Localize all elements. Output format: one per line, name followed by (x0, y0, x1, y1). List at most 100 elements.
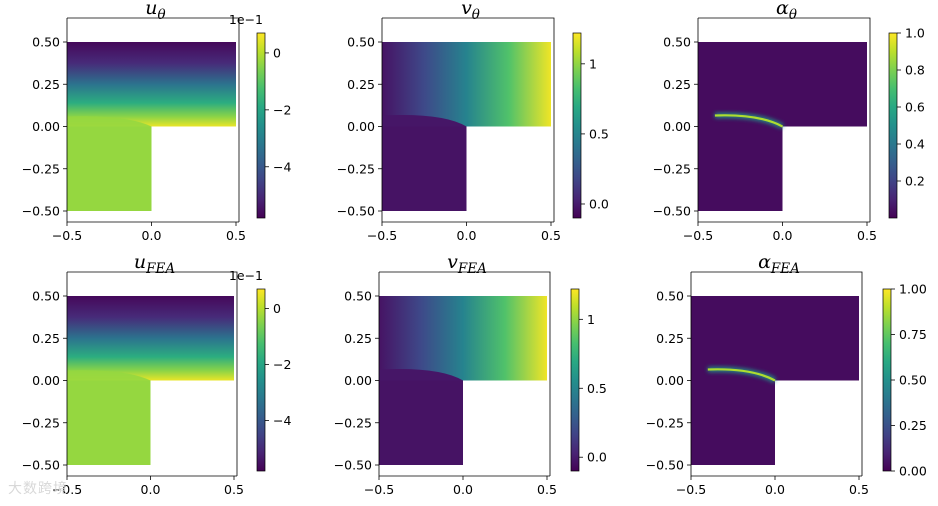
x-tick-label: −0.5 (52, 482, 82, 497)
subplot-1: 0.50 0.25 0.00 −0.25 −0.50 −0.5 0.0 0.5 uθ 0 −2 −4 1… (22, 0, 292, 243)
colorbar-tick-label: 0.8 (905, 63, 925, 78)
y-tick-label: −0.50 (337, 204, 375, 219)
x-tick-label: −0.5 (683, 228, 713, 243)
title-main: v (461, 0, 472, 19)
crack-zone (67, 370, 151, 381)
colorbar: 0 −2 −4 1e−1 (229, 268, 291, 472)
x-tick-label: 0.0 (142, 228, 162, 243)
field-domain (382, 42, 551, 211)
y-tick-label: 0.25 (32, 77, 60, 92)
y-tick-label: −0.25 (653, 161, 691, 176)
subplot-2: 0.50 0.25 0.00 −0.25 −0.50 −0.5 0.0 0.5 vθ 1 0.5 0.… (337, 0, 609, 243)
field-lower-region (691, 380, 775, 465)
y-tick-label: 0.00 (663, 119, 691, 134)
field-lower-region (379, 380, 463, 465)
y-tick-label: 0.50 (344, 289, 372, 304)
colorbar-tick-label: 0 (273, 45, 281, 60)
colorbar-gradient (572, 32, 582, 219)
colorbar-tick-label: 0.0 (587, 450, 607, 465)
x-tick-label: −0.5 (364, 482, 394, 497)
x-tick-label: 0.5 (224, 482, 244, 497)
x-tick-label: −0.5 (367, 228, 397, 243)
x-tick-label: −0.5 (52, 228, 82, 243)
field-lower-region (382, 126, 467, 211)
y-tick-label: 0.50 (347, 35, 375, 50)
y-tick-label: 0.00 (32, 373, 60, 388)
colorbar-offset-label: 1e−1 (229, 12, 263, 27)
y-tick-label: 0.00 (656, 373, 684, 388)
colorbar: 1.00 0.75 0.50 0.25 0.00 (882, 282, 927, 479)
colorbar-gradient (570, 288, 580, 472)
field-domain (67, 42, 236, 211)
subplot-title: vθ (461, 0, 480, 23)
field-domain (67, 296, 234, 465)
x-tick-label: 0.5 (849, 482, 869, 497)
field-upper-region (67, 42, 236, 127)
field-domain (379, 296, 547, 465)
colorbar-tick-label: 0.6 (905, 100, 925, 115)
title-subscript: FEA (145, 261, 175, 277)
y-tick-label: 0.25 (347, 77, 375, 92)
subplot-6: 0.50 0.25 0.00 −0.25 −0.50 −0.5 0.0 0.5 αFEA 1.00… (646, 251, 927, 497)
field-domain (691, 296, 859, 465)
colorbar: 1 0.5 0.0 (570, 288, 607, 472)
y-tick-label: −0.50 (22, 204, 60, 219)
field-lower-region (67, 380, 151, 465)
colorbar-tick-label: 0.75 (899, 327, 927, 342)
subplot-title: vFEA (447, 251, 487, 277)
field-lower-region (67, 126, 152, 211)
colorbar-tick-label: −2 (273, 357, 291, 372)
field-upper-region (382, 42, 551, 127)
colorbar-tick-label: 0.0 (589, 196, 609, 211)
x-tick-label: 0.5 (857, 228, 877, 243)
colorbar-tick-label: 1.0 (905, 26, 925, 41)
title-subscript: FEA (457, 261, 487, 277)
field-domain (698, 42, 867, 211)
title-subscript: θ (158, 7, 166, 23)
colorbar-tick-label: 0.4 (905, 137, 925, 152)
y-tick-label: 0.25 (656, 331, 684, 346)
colorbar-offset-label: 1e−1 (229, 268, 263, 283)
field-upper-region (379, 296, 547, 381)
crack-zone (67, 116, 152, 127)
colorbar-gradient (256, 32, 266, 219)
y-tick-label: 0.50 (663, 35, 691, 50)
crack-zone (379, 368, 463, 381)
subplot-3: 0.50 0.25 0.00 −0.25 −0.50 −0.5 0.0 0.5 αθ 1.0 0.8… (653, 0, 925, 243)
title-subscript: FEA (770, 261, 800, 277)
subplot-title: uFEA (134, 251, 175, 277)
y-tick-label: 0.00 (347, 119, 375, 134)
colorbar-tick-label: 0.5 (589, 126, 609, 141)
subplot-5: 0.50 0.25 0.00 −0.25 −0.50 −0.5 0.0 0.5 vFEA 1 0.5… (334, 251, 607, 497)
x-tick-label: 0.0 (773, 228, 793, 243)
colorbar-tick-label: 0.2 (905, 174, 925, 189)
colorbar-tick-label: 1 (589, 56, 597, 71)
colorbar-tick-label: 0 (273, 301, 281, 316)
y-tick-label: −0.50 (646, 458, 684, 473)
y-tick-label: −0.25 (337, 161, 375, 176)
y-tick-label: −0.50 (22, 458, 60, 473)
y-tick-label: −0.25 (22, 415, 60, 430)
y-tick-label: 0.00 (32, 119, 60, 134)
y-tick-label: 0.00 (344, 373, 372, 388)
colorbar-tick-label: −2 (273, 102, 291, 117)
colorbar-tick-label: 0.25 (899, 418, 927, 433)
title-main: v (447, 251, 458, 273)
colorbar-tick-label: 0.5 (587, 381, 607, 396)
crack-path (707, 368, 776, 382)
y-tick-label: −0.50 (653, 204, 691, 219)
x-tick-label: 0.0 (453, 482, 473, 497)
colorbar-tick-label: −4 (273, 159, 291, 174)
y-tick-label: 0.25 (663, 77, 691, 92)
y-tick-label: −0.25 (646, 415, 684, 430)
watermark: 大数跨境 (8, 481, 68, 497)
y-tick-label: 0.25 (344, 331, 372, 346)
title-main: α (776, 0, 789, 19)
x-tick-label: 0.5 (541, 228, 561, 243)
title-main: u (134, 251, 146, 273)
title-main: u (145, 0, 157, 19)
x-tick-label: 0.5 (226, 228, 246, 243)
title-subscript: θ (472, 7, 480, 23)
x-tick-label: −0.5 (676, 482, 706, 497)
